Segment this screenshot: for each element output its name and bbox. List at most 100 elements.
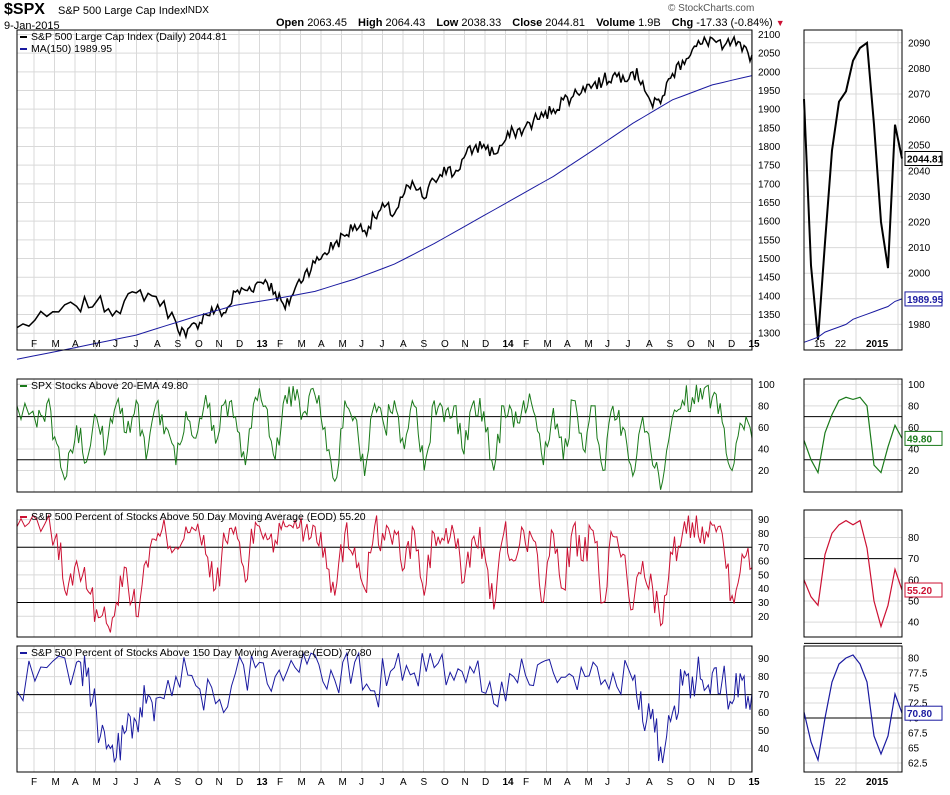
x-tick-label: M (298, 339, 306, 350)
x-tick-label: 15 (749, 777, 761, 788)
x-tick-label: F (523, 777, 529, 788)
x-tick-label: J (359, 339, 364, 350)
x-tick-label: A (318, 777, 325, 788)
x-tick-label: N (708, 777, 715, 788)
panel-frame (16, 29, 753, 351)
y-tick-label: 100 (758, 380, 775, 391)
y-tick-label: 1800 (758, 142, 781, 153)
x-tick-label: J (134, 339, 139, 350)
y-tick-label: 40 (758, 584, 770, 595)
x-tick-label: M (298, 777, 306, 788)
zoom-x-tick-label: 2015 (866, 777, 889, 788)
zoom-y-tick-label: 2030 (908, 192, 931, 203)
x-tick-label: F (31, 777, 37, 788)
index-name: S&P 500 Large Cap Index (58, 5, 186, 17)
panel-ma150: 40506070809062.56567.57072.57577.58070.8… (16, 645, 943, 788)
y-tick-label: 90 (758, 515, 770, 526)
open-label: Open (276, 17, 305, 29)
zoom-price-line (803, 40, 903, 340)
panel-frame (16, 378, 753, 493)
y-tick-label: 2050 (758, 49, 781, 60)
legend-ma50-0: S&P 500 Percent of Stocks Above 50 Day M… (31, 511, 366, 523)
zoom-y-tick-label: 2070 (908, 90, 931, 101)
last-value-tag (904, 430, 943, 446)
x-tick-label: M (585, 777, 593, 788)
last-value-label: 2044.81 (907, 154, 944, 165)
series-line-ma50 (16, 513, 753, 633)
y-tick-label: 1400 (758, 291, 781, 302)
low-label: Low (436, 17, 459, 29)
y-tick-label: 1350 (758, 310, 781, 321)
x-tick-label: M (339, 777, 347, 788)
zoom-y-tick-label: 60 (908, 423, 920, 434)
y-tick-label: 90 (758, 654, 770, 665)
x-tick-label: D (482, 777, 489, 788)
x-tick-label: A (400, 339, 407, 350)
x-tick-label: D (236, 339, 243, 350)
zoom-y-tick-label: 60 (908, 575, 920, 586)
y-tick-label: 60 (758, 557, 770, 568)
zoom-y-tick-label: 80 (908, 533, 920, 544)
close-value: 2044.81 (545, 17, 586, 29)
zoom-y-tick-label: 67.5 (908, 729, 928, 740)
x-tick-label: A (400, 777, 407, 788)
y-tick-label: 20 (758, 612, 770, 623)
zoom-y-tick-label: 70 (908, 554, 920, 565)
low-value: 2038.33 (461, 17, 502, 29)
zoom-y-tick-label: 20 (908, 466, 920, 477)
panel-price: 1300 1350 1400 1450 1500 1550 1600 1650 1700 1750… (16, 29, 944, 360)
legend-ema20-0: SPX Stocks Above 20-EMA 49.80 (31, 380, 188, 392)
x-tick-label: A (154, 777, 161, 788)
zoom-line-ema20 (803, 396, 903, 475)
x-tick-label: D (236, 777, 243, 788)
zoom-y-tick-label: 2050 (908, 141, 931, 152)
x-tick-label: D (728, 777, 735, 788)
chg-label: Chg (671, 17, 694, 29)
x-tick-label: J (626, 339, 631, 350)
x-tick-label: A (646, 339, 653, 350)
x-tick-label: O (441, 339, 449, 350)
panel-frame (16, 645, 753, 773)
zoom-panel-frame (803, 29, 903, 351)
x-tick-label: J (134, 777, 139, 788)
zoom-panel-frame (803, 378, 903, 493)
zoom-y-tick-label: 72.5 (908, 699, 928, 710)
x-tick-label: M (52, 777, 60, 788)
zoom-y-tick-label: 75 (908, 684, 920, 695)
zoom-y-tick-label: 2000 (908, 269, 931, 280)
x-tick-label: J (113, 777, 118, 788)
open-value: 2063.45 (307, 17, 347, 29)
y-tick-label: 30 (758, 598, 770, 609)
x-tick-label: N (216, 777, 223, 788)
x-tick-label: M (52, 339, 60, 350)
x-tick-label: D (482, 339, 489, 350)
x-tick-label: A (564, 777, 571, 788)
panel-ema20: 20 40 60 80 100 20 40 60 80 100 49.80 SPX Stocks Ab… (16, 378, 943, 493)
x-tick-label: S (421, 777, 428, 788)
x-tick-label: J (380, 339, 385, 350)
last-value-tag (904, 150, 943, 166)
y-tick-label: 1600 (758, 217, 781, 228)
y-tick-label: 1750 (758, 161, 781, 172)
high-value: 2064.43 (385, 17, 426, 29)
down-arrow-icon: ▼ (775, 18, 785, 28)
zoom-y-tick-label: 2040 (908, 166, 931, 177)
x-tick-label: N (462, 777, 469, 788)
zoom-y-tick-label: 77.5 (908, 669, 928, 680)
y-tick-label: 1850 (758, 123, 781, 134)
zoom-y-tick-label: 100 (908, 380, 925, 391)
x-tick-label: 15 (749, 339, 761, 350)
zoom-line-ma150 (803, 654, 903, 763)
legend-ma150-0: S&P 500 Percent of Stocks Above 150 Day … (31, 647, 372, 659)
y-tick-label: 1450 (758, 273, 781, 284)
y-tick-label: 50 (758, 570, 770, 581)
x-tick-label: 13 (257, 777, 269, 788)
x-tick-label: O (441, 777, 449, 788)
y-tick-label: 70 (758, 543, 770, 554)
zoom-x-tick-label: 22 (835, 339, 847, 350)
x-tick-label: D (728, 339, 735, 350)
last-value-tag (904, 705, 943, 721)
zoom-y-tick-label: 2080 (908, 64, 931, 75)
zoom-y-tick-label: 40 (908, 618, 920, 629)
